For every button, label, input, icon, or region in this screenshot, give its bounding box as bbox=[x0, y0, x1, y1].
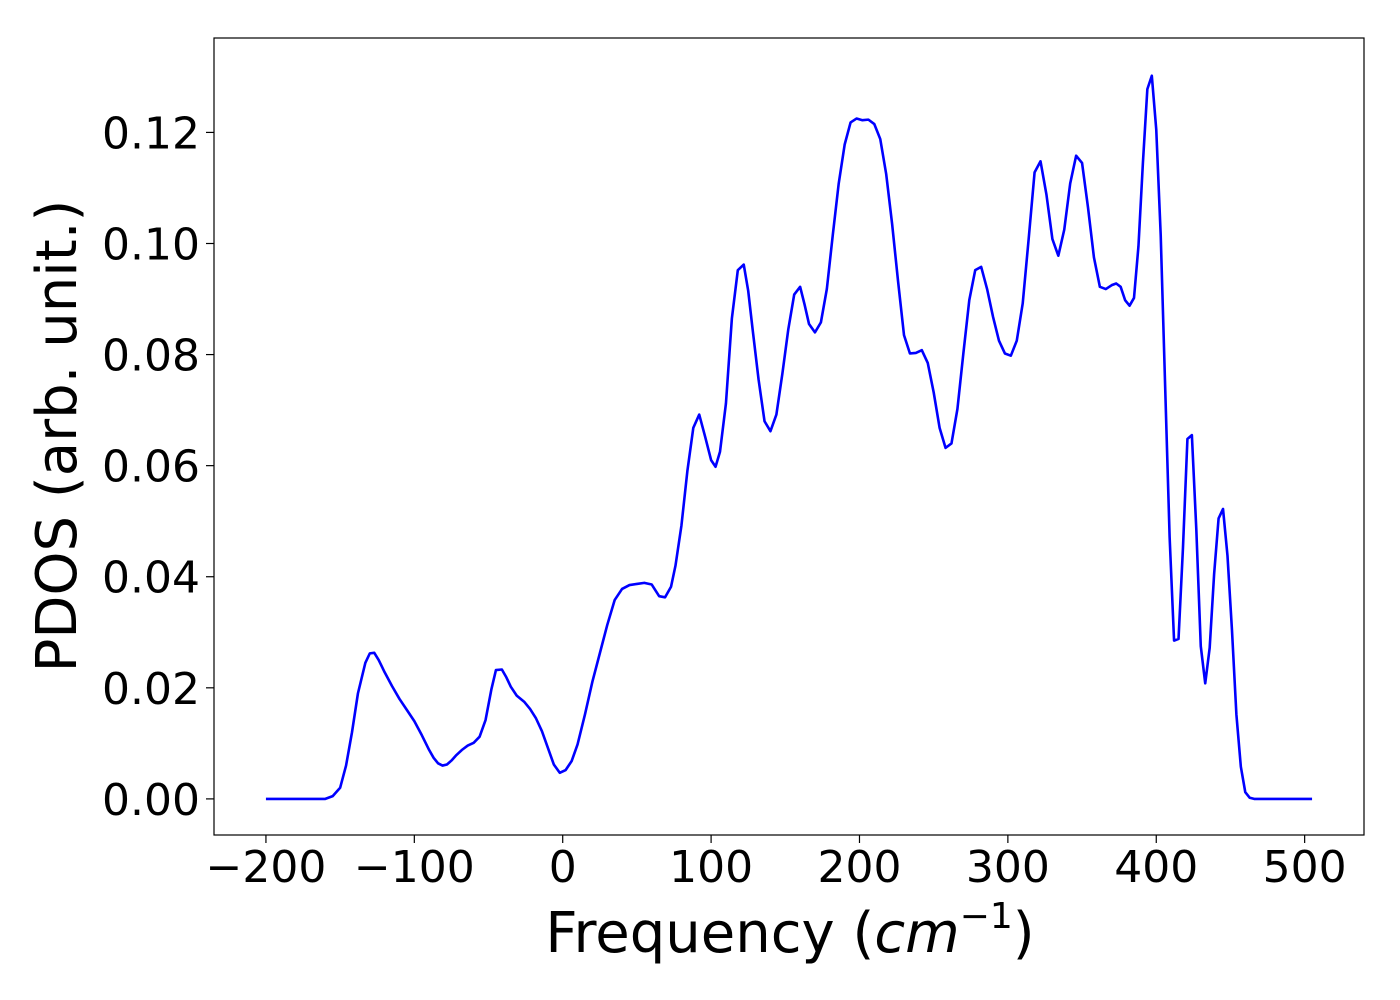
y-tick-label: 0.08 bbox=[102, 331, 200, 382]
y-tick-label: 0.12 bbox=[102, 108, 200, 159]
x-axis-label-exponent: −1 bbox=[960, 896, 1013, 937]
plot-frame bbox=[213, 37, 1365, 836]
plot-area bbox=[265, 74, 1313, 801]
x-axis-ticks: −200 −100 0 100 200 300 400 500 bbox=[206, 835, 1347, 893]
x-tick-label: −200 bbox=[206, 842, 327, 893]
y-axis-ticks: 0.00 0.02 0.04 0.06 0.08 0.10 0.12 bbox=[102, 108, 214, 826]
y-tick-label: 0.10 bbox=[102, 219, 200, 270]
y-tick-label: 0.04 bbox=[102, 553, 200, 604]
y-tick-label: 0.00 bbox=[102, 775, 200, 826]
x-tick-label: 200 bbox=[817, 842, 901, 893]
x-tick-label: 400 bbox=[1114, 842, 1198, 893]
y-tick-label: 0.06 bbox=[102, 442, 200, 493]
x-axis-label-unit: cm bbox=[874, 901, 959, 966]
series-line-0 bbox=[265, 74, 1313, 801]
x-axis-label: Frequency (cm−1) bbox=[545, 896, 1034, 966]
x-tick-label: 100 bbox=[669, 842, 753, 893]
x-tick-label: 500 bbox=[1263, 842, 1347, 893]
x-axis-label-text: Frequency ( bbox=[545, 901, 874, 966]
y-tick-label: 0.02 bbox=[102, 664, 200, 715]
y-axis-label: PDOS (arb. unit.) bbox=[25, 200, 90, 673]
x-tick-label: 300 bbox=[966, 842, 1050, 893]
x-tick-label: 0 bbox=[549, 842, 577, 893]
x-tick-label: −100 bbox=[354, 842, 475, 893]
x-axis-label-close: ) bbox=[1013, 901, 1035, 966]
